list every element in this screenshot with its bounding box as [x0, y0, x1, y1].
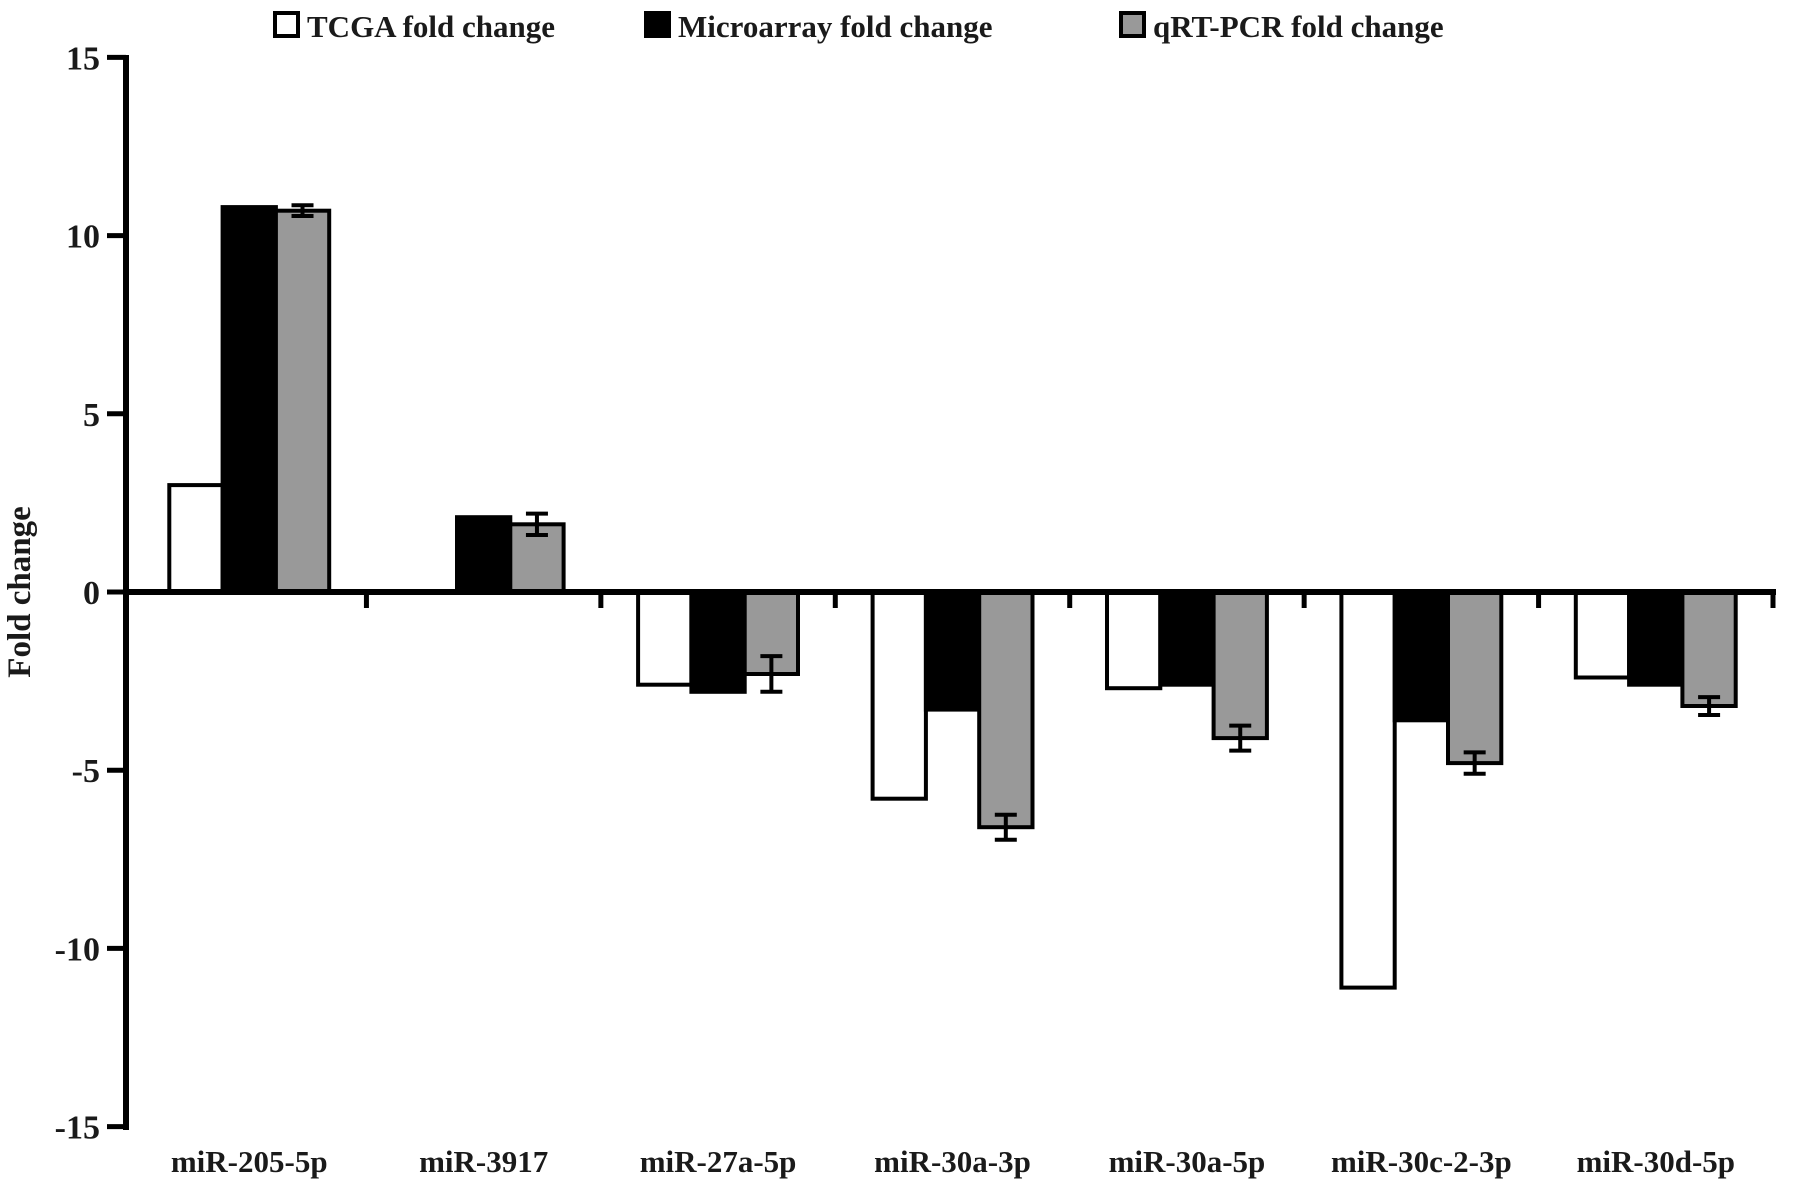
bar-miR-30a-5p-series-1: [1105, 590, 1163, 691]
bar-miR-30c-2-3p-series-2: [1392, 590, 1450, 723]
y-tick-label: -10: [55, 931, 100, 968]
axes-layer: 15 10 5 0 -5 -10 -15 miR-205-5p miR-3917 miR-27a-…: [55, 40, 1776, 1179]
bar-miR-30d-5p-series-3: [1680, 590, 1738, 708]
legend-swatch: [1119, 11, 1146, 38]
bars-layer: [167, 205, 1738, 990]
bar-miR-27a-5p-series-2: [689, 590, 747, 694]
bar-miR-205-5p-series-3: [273, 208, 332, 594]
y-tick-label: -5: [72, 753, 100, 790]
bar-miR-205-5p-series-1: [167, 483, 225, 595]
bar-miR-30a-3p-series-3: [977, 590, 1035, 830]
legend-item-series-3: qRT-PCR fold change: [1119, 9, 1444, 44]
y-axis-title: Fold change: [2, 506, 38, 677]
legend-item-series-2: Microarray fold change: [644, 9, 993, 44]
error-bar-miR-30a-5p: [1229, 723, 1252, 753]
bar-miR-3917-series-2: [455, 515, 513, 595]
bar-miR-205-5p-series-2: [220, 205, 278, 594]
y-tick-label: -15: [55, 1110, 100, 1147]
error-bar-miR-30a-3p: [994, 812, 1017, 842]
legend-item-series-1: TCGA fold change: [273, 9, 555, 44]
error-bars-layer: [291, 203, 1721, 842]
chart-legend: TCGA fold change Microarray fold change qR…: [273, 9, 1444, 44]
bar-miR-30a-5p-series-2: [1158, 590, 1216, 687]
bar-miR-30a-3p-series-2: [923, 590, 982, 712]
x-category-label: miR-30d-5p: [1577, 1144, 1735, 1179]
y-tick-label: 0: [83, 575, 100, 612]
bar-miR-30c-2-3p-series-1: [1339, 590, 1397, 990]
bar-miR-30a-5p-series-3: [1211, 590, 1269, 741]
legend-label: TCGA fold change: [307, 9, 555, 44]
x-category-label: miR-3917: [419, 1144, 548, 1179]
bar-miR-27a-5p-series-1: [636, 590, 694, 687]
legend-label: qRT-PCR fold change: [1153, 9, 1444, 44]
bar-miR-30c-2-3p-series-3: [1446, 590, 1504, 766]
x-category-label: miR-27a-5p: [640, 1144, 797, 1179]
legend-swatch: [273, 11, 300, 38]
legend-label: Microarray fold change: [678, 9, 993, 44]
error-bar-miR-205-5p: [291, 203, 314, 218]
error-bar-miR-30c-2-3p: [1463, 750, 1486, 776]
error-bar-miR-30d-5p: [1698, 695, 1721, 717]
error-bar-miR-3917: [525, 511, 548, 537]
y-tick-label: 10: [66, 219, 100, 256]
x-category-label: miR-30a-5p: [1109, 1144, 1266, 1179]
x-category-label: miR-30a-3p: [874, 1144, 1031, 1179]
bar-miR-30d-5p-series-2: [1627, 590, 1685, 687]
x-category-label: miR-205-5p: [171, 1144, 328, 1179]
x-category-label: miR-30c-2-3p: [1331, 1144, 1512, 1179]
y-tick-label: 5: [83, 397, 100, 434]
error-bar-miR-27a-5p: [760, 654, 783, 694]
legend-swatch: [644, 11, 671, 38]
bar-miR-30d-5p-series-1: [1573, 590, 1632, 680]
y-tick-label: 15: [66, 40, 100, 77]
bar-miR-30a-3p-series-1: [870, 590, 928, 801]
